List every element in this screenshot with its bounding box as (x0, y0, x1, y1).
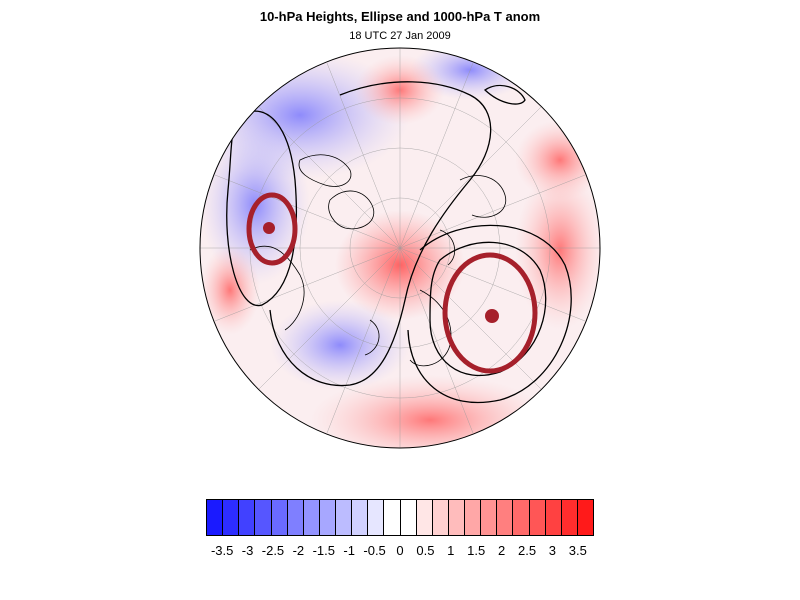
colorbar-cell (448, 500, 465, 535)
colorbar-cell (303, 500, 320, 535)
colorbar-tick-label: -1 (343, 543, 355, 558)
colorbar-tick-label: -2.5 (261, 543, 285, 558)
colorbar-tick-label: 0.5 (416, 543, 435, 558)
height-contours (226, 81, 572, 404)
colorbar-tick-label: -2 (292, 543, 305, 558)
map-subtitle: 18 UTC 27 Jan 2009 (349, 30, 451, 42)
colorbar-tick-label: 0 (396, 543, 404, 558)
vortex-ellipse-west (246, 192, 298, 266)
globe (200, 48, 600, 448)
colorbar-tick-label: -3.5 (210, 543, 234, 558)
colorbar-tick-label: -0.5 (363, 543, 386, 558)
colorbar-cell (223, 500, 240, 535)
colorbar-cell (207, 500, 224, 535)
colorbar-cell (529, 500, 546, 535)
colorbar-cell (271, 500, 288, 535)
colorbar-cell (561, 500, 578, 535)
ellipses (246, 192, 538, 374)
colorbar-tick-label: 1.5 (467, 543, 486, 558)
colorbar-cell (384, 500, 401, 535)
colorbar-cell (239, 500, 256, 535)
colorbar-cell (400, 500, 417, 535)
colorbar-cell (497, 500, 514, 535)
vortex-ellipse-east (442, 252, 538, 374)
colorbar-cell (319, 500, 336, 535)
colorbar-tick-label: 1 (447, 543, 455, 558)
colorbar-cell (545, 500, 562, 535)
colorbar-cell (513, 500, 530, 535)
graticule (200, 48, 600, 448)
colorbar-cell (465, 500, 482, 535)
colorbar-cell (577, 500, 593, 535)
map-title: 10-hPa Heights, Ellipse and 1000-hPa T a… (259, 9, 541, 24)
colorbar-cell (352, 500, 369, 535)
colorbar-tick-label: -1.5 (312, 543, 335, 558)
colorbar-cell (481, 500, 498, 535)
colorbar-cell (432, 500, 449, 535)
colorbar-cell (368, 500, 385, 535)
temperature-anomaly-field (200, 48, 600, 448)
colorbar-tick-label: 3 (548, 543, 557, 558)
colorbar-tick-label: 2 (497, 543, 506, 558)
colorbar-tick-labels: -3.5 -3 -2.5 -2 -1.5 -1 -0.5 0 0.5 1 1.5 2 2.5 3 3.5 (206, 543, 594, 559)
colorbar-tick-label: -3 (241, 543, 254, 558)
colorbar-cell (416, 500, 433, 535)
colorbar-cell (336, 500, 353, 535)
colorbar-cell (287, 500, 304, 535)
colorbar (206, 499, 594, 536)
vortex-center-west (263, 222, 275, 234)
vortex-center-east (485, 309, 499, 323)
colorbar-tick-label: 2.5 (517, 543, 537, 558)
colorbar-tick-label: 3.5 (568, 543, 587, 558)
globe-outline (199, 47, 601, 449)
colorbar-cell (255, 500, 272, 535)
